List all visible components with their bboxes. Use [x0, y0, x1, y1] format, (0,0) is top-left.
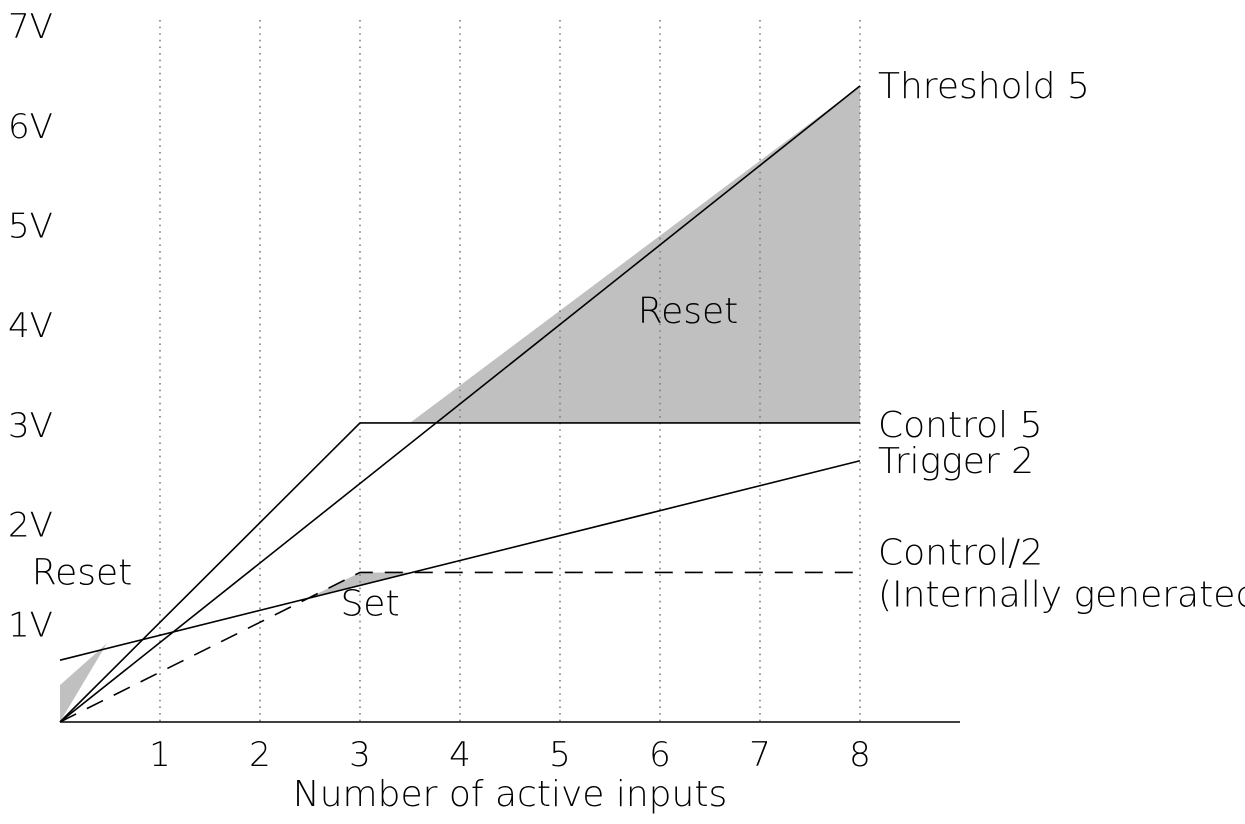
x-tick-label-2: 2	[249, 735, 271, 775]
x-tick-label-5: 5	[549, 735, 571, 775]
x-tick-label-4: 4	[449, 735, 471, 775]
region-reset-0	[410, 85, 860, 423]
y-tick-label-7v: 7V	[8, 7, 53, 47]
series-lines	[59, 85, 861, 723]
series-line-threshold-5	[59, 85, 861, 723]
annotation-reset-2: Reset	[32, 552, 133, 593]
series-label-control-5: Control 5	[878, 405, 1042, 446]
series-line-control-5	[59, 422, 860, 723]
y-tick-label-2v: 2V	[8, 506, 53, 546]
y-tick-label-1v: 1V	[8, 605, 53, 645]
x-axis-title: Number of active inputs	[293, 774, 727, 815]
series-line-control-2	[59, 571, 860, 723]
vertical-gridlines	[159, 20, 861, 722]
series-label-trigger-2: Trigger 2	[878, 441, 1034, 482]
x-tick-label-1: 1	[149, 735, 171, 775]
y-tick-labels: 1V 2V 3V 4V 5V 6V 7V	[8, 7, 53, 645]
y-tick-label-5v: 5V	[8, 207, 53, 247]
y-tick-label-6v: 6V	[8, 107, 53, 147]
y-tick-label-3v: 3V	[8, 406, 53, 446]
x-tick-label-8: 8	[849, 735, 871, 775]
annotation-reset-0: Reset	[638, 291, 739, 332]
region-annotations: Reset Set Reset	[32, 291, 739, 624]
series-label-threshold-5: Threshold 5	[878, 66, 1090, 107]
series-line-trigger-2	[59, 460, 861, 661]
y-tick-label-4v: 4V	[8, 306, 53, 346]
series-label-control-2: Control/2 (Internally generated)	[878, 532, 1245, 615]
x-tick-label-3: 3	[349, 735, 371, 775]
x-tick-label-6: 6	[649, 735, 671, 775]
x-tick-label-7: 7	[749, 735, 771, 775]
region-reset-2	[60, 643, 107, 722]
x-tick-labels: 1 2 3 4 5 6 7 8	[149, 735, 871, 775]
annotation-set-1: Set	[340, 583, 399, 624]
